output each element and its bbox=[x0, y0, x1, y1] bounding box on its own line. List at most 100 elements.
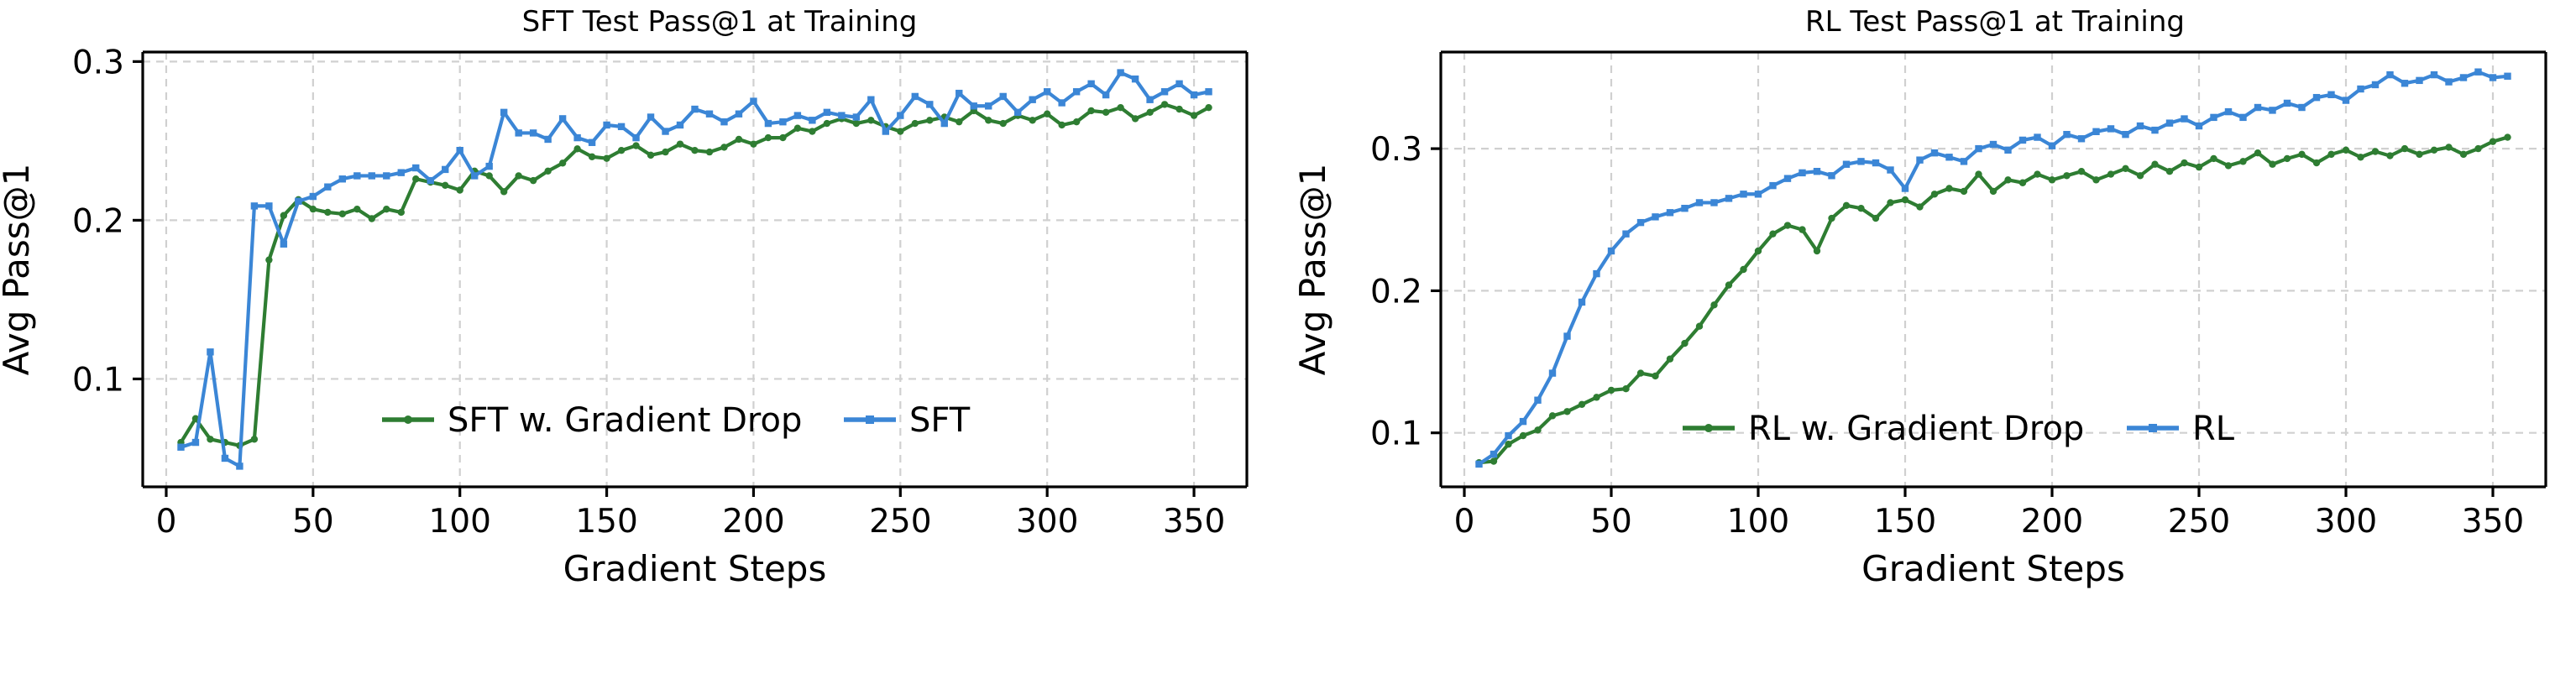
series-marker bbox=[1798, 226, 1806, 233]
series-marker bbox=[1769, 181, 1777, 190]
series-marker bbox=[1563, 332, 1571, 340]
series-marker bbox=[2357, 85, 2364, 93]
series-marker bbox=[2401, 144, 2409, 153]
series-marker bbox=[1190, 91, 1198, 99]
xtick-label: 250 bbox=[869, 503, 931, 541]
series-marker bbox=[2210, 154, 2217, 163]
series-marker bbox=[250, 202, 259, 210]
series-line bbox=[1477, 70, 2510, 467]
series-marker bbox=[867, 117, 875, 124]
series-2 bbox=[177, 69, 1212, 470]
series-marker bbox=[1563, 408, 1571, 415]
series-marker bbox=[265, 202, 273, 210]
x-axis-label: Gradient Steps bbox=[563, 548, 827, 589]
series-marker bbox=[529, 176, 537, 185]
y-axis-label: Avg Pass@1 bbox=[1292, 164, 1333, 376]
series-marker bbox=[956, 118, 963, 126]
series-marker bbox=[309, 192, 317, 201]
series-marker bbox=[1087, 80, 1095, 88]
series-marker bbox=[177, 443, 185, 451]
series-marker bbox=[324, 183, 332, 191]
series-marker bbox=[1842, 160, 1851, 168]
series-marker bbox=[1695, 199, 1704, 206]
series-marker bbox=[911, 92, 919, 101]
xtick-label: 100 bbox=[1727, 503, 1789, 541]
series-marker bbox=[191, 415, 200, 422]
series-marker bbox=[529, 129, 537, 137]
series-marker bbox=[1872, 159, 1880, 167]
ytick-label: 0.1 bbox=[1370, 415, 1422, 453]
series-marker bbox=[2474, 144, 2482, 153]
series-marker bbox=[397, 208, 405, 217]
series-marker bbox=[2092, 176, 2100, 184]
series-marker bbox=[1058, 99, 1065, 107]
series-marker bbox=[1505, 431, 1512, 440]
series-2 bbox=[1475, 68, 2511, 468]
series-marker bbox=[2034, 170, 2041, 178]
series-marker bbox=[970, 102, 977, 110]
series-marker bbox=[353, 205, 361, 213]
series-marker bbox=[823, 119, 831, 128]
series-marker bbox=[985, 102, 992, 110]
plot-area-rl: 0 50 100 150 200 250 300 350 0.1 0.2 0.3 Gradient S… bbox=[1292, 50, 2547, 589]
series-marker bbox=[2416, 76, 2423, 85]
series-marker bbox=[1740, 191, 1747, 198]
series-marker bbox=[295, 197, 302, 205]
series-marker bbox=[1534, 426, 1542, 434]
series-marker bbox=[485, 172, 493, 180]
series-marker bbox=[1519, 417, 1527, 426]
series-marker bbox=[2077, 135, 2086, 143]
series-marker bbox=[442, 165, 449, 174]
series-marker bbox=[485, 162, 493, 170]
legend-entry-2[interactable]: RL bbox=[2127, 410, 2235, 448]
series-marker bbox=[1989, 140, 1997, 149]
ytick-label: 0.3 bbox=[1370, 131, 1422, 169]
xtick-label: 50 bbox=[292, 503, 334, 541]
series-marker bbox=[573, 133, 581, 142]
series-marker bbox=[705, 148, 714, 156]
series-marker bbox=[617, 123, 626, 131]
series-marker bbox=[1622, 230, 1630, 238]
series-marker bbox=[1901, 185, 1909, 192]
series-marker bbox=[207, 436, 214, 443]
series-marker bbox=[2092, 128, 2100, 135]
series-marker bbox=[2386, 152, 2394, 159]
series-marker bbox=[1916, 203, 1924, 211]
series-marker bbox=[207, 348, 214, 356]
series-marker bbox=[2445, 144, 2453, 151]
series-marker bbox=[1754, 191, 1762, 198]
series-marker bbox=[647, 113, 655, 121]
series-marker bbox=[809, 128, 816, 135]
series-marker bbox=[456, 186, 463, 194]
series-marker bbox=[691, 105, 699, 113]
series-marker bbox=[2254, 103, 2262, 112]
series-marker bbox=[338, 175, 347, 183]
xtick-label: 150 bbox=[575, 503, 637, 541]
legend-entry-2[interactable]: SFT bbox=[844, 401, 971, 440]
series-marker bbox=[1828, 214, 1835, 222]
series-marker bbox=[852, 113, 861, 121]
series-marker bbox=[1740, 265, 1747, 274]
series-marker bbox=[2430, 71, 2438, 79]
series-marker bbox=[2459, 150, 2468, 159]
xtick-label: 300 bbox=[2315, 503, 2377, 541]
series-marker bbox=[250, 436, 259, 443]
series-marker bbox=[515, 172, 522, 180]
legend-entry-1[interactable]: SFT w. Gradient Drop bbox=[382, 401, 802, 440]
series-marker bbox=[1769, 230, 1777, 238]
xtick-label: 0 bbox=[1454, 503, 1475, 541]
series-marker bbox=[1798, 169, 1806, 177]
series-marker bbox=[2136, 172, 2144, 180]
series-marker bbox=[1989, 187, 1997, 196]
series-marker bbox=[2298, 150, 2306, 159]
series-marker bbox=[1930, 149, 1939, 157]
legend-entry-1[interactable]: RL w. Gradient Drop bbox=[1683, 410, 2084, 448]
series-marker bbox=[368, 215, 375, 222]
legend: SFT w. Gradient Drop SFT bbox=[382, 401, 971, 440]
series-marker bbox=[1175, 80, 1183, 88]
series-marker bbox=[852, 119, 861, 128]
series-marker bbox=[1901, 196, 1909, 204]
series-marker bbox=[2195, 163, 2203, 171]
series-marker bbox=[647, 151, 655, 159]
